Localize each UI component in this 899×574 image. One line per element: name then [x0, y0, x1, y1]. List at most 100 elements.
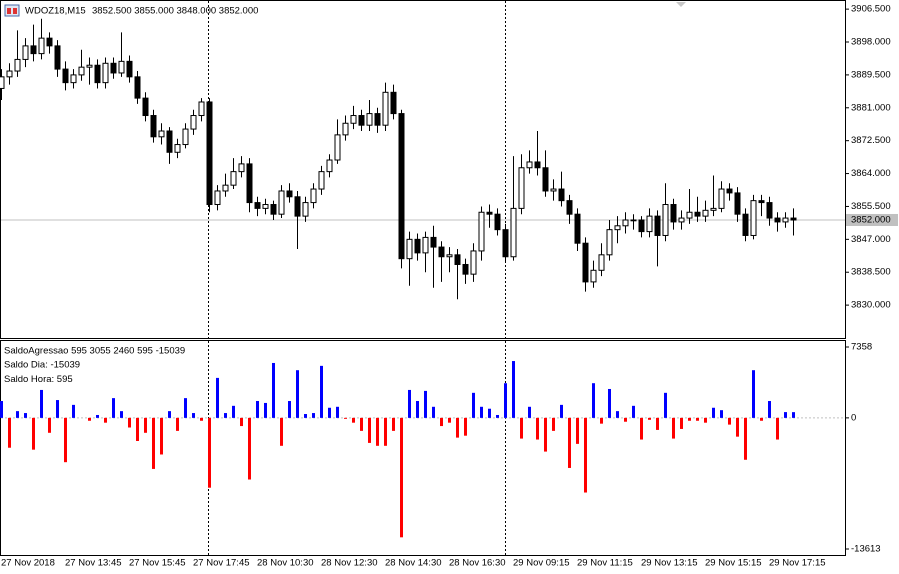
histogram-bar	[544, 417, 547, 452]
candle-body	[646, 215, 653, 233]
y-tick-label: 3906.500	[851, 4, 891, 15]
histogram-bar	[416, 401, 419, 418]
histogram-bar	[176, 417, 179, 431]
histogram-bar	[600, 417, 603, 424]
histogram-bar	[160, 417, 163, 455]
candle-body	[118, 60, 125, 74]
candle-body	[254, 202, 261, 209]
histogram-bar	[616, 411, 619, 418]
y-tick-label: 3864.000	[851, 168, 891, 179]
candle-body	[406, 238, 413, 260]
candle-body	[326, 159, 333, 173]
candle-body	[598, 254, 605, 271]
candle-body	[654, 215, 661, 236]
histogram-bar	[648, 417, 651, 420]
candle-body	[318, 171, 325, 190]
histogram-bar	[216, 377, 219, 418]
candle-body	[294, 196, 301, 217]
candle-body	[702, 209, 709, 217]
histogram-bar	[376, 417, 379, 446]
histogram-bar	[512, 361, 515, 418]
histogram-bar	[328, 407, 331, 418]
histogram-bar	[720, 410, 723, 418]
x-tick-label: 28 Nov 14:30	[385, 558, 442, 569]
candle-body	[718, 188, 725, 209]
histogram-bar	[232, 405, 235, 418]
y-tick-label: 3855.500	[851, 201, 891, 212]
histogram-bar	[288, 401, 291, 418]
histogram-bar	[368, 417, 371, 443]
histogram-bar	[528, 406, 531, 418]
histogram-bar	[480, 406, 483, 418]
candle-body	[750, 200, 757, 236]
candle-body	[766, 202, 773, 219]
histogram-bar	[24, 413, 27, 418]
candle-body	[30, 45, 37, 55]
icon-bar	[13, 8, 17, 14]
histogram-bar	[224, 413, 227, 418]
candle-body	[62, 68, 69, 84]
histogram-bar	[664, 392, 667, 418]
candle-body	[342, 122, 349, 136]
candle-body	[422, 236, 429, 254]
histogram-bar	[584, 417, 587, 493]
candle-body	[622, 219, 629, 227]
candle-body	[102, 62, 109, 84]
candle-body	[462, 263, 469, 275]
histogram-bar	[208, 417, 211, 488]
icon-frame	[4, 4, 20, 17]
histogram-bar	[256, 401, 259, 418]
histogram-bar	[0, 401, 3, 418]
last-price-box	[846, 213, 898, 226]
candle-body	[366, 113, 373, 126]
histogram-bar	[552, 417, 555, 431]
histogram-bar	[728, 417, 731, 425]
histogram-bar	[240, 417, 243, 427]
histogram-bar	[272, 362, 275, 418]
histogram-bar	[472, 392, 475, 418]
histogram-bar	[456, 417, 459, 438]
symbol-icon	[4, 4, 20, 17]
candle-body	[198, 101, 205, 117]
histogram-bar	[32, 417, 35, 450]
histogram-bar	[392, 417, 395, 431]
x-tick-label: 29 Nov 15:15	[705, 558, 762, 569]
candle-body	[158, 130, 165, 138]
candle-body	[558, 188, 565, 202]
x-tick-label: 28 Nov 16:30	[449, 558, 506, 569]
candle-body	[110, 62, 117, 74]
candle-body	[518, 167, 525, 209]
histogram-bar	[704, 417, 707, 423]
histogram-bar	[400, 417, 403, 538]
histogram-bar	[560, 404, 563, 418]
histogram-bar	[88, 417, 91, 421]
histogram-bar	[72, 404, 75, 418]
candle-body	[0, 76, 5, 89]
candle-body	[694, 211, 701, 217]
histogram-bar	[624, 417, 627, 422]
histogram-bar	[64, 417, 67, 463]
histogram-bar	[152, 417, 155, 469]
histogram-bar	[40, 389, 43, 418]
x-tick-label: 29 Nov 11:15	[577, 558, 633, 569]
histogram-bar	[696, 417, 699, 421]
candle-body	[454, 254, 461, 265]
y-tick-label: 3830.000	[851, 300, 891, 311]
candle-body	[670, 204, 677, 223]
candle-body	[534, 161, 541, 169]
candle-body	[38, 37, 45, 55]
candle-body	[78, 66, 85, 76]
x-tick-label: 29 Nov 09:15	[513, 558, 570, 569]
price-panel	[0, 0, 846, 339]
candle-body	[310, 188, 317, 204]
x-tick-label: 27 Nov 17:45	[193, 558, 250, 569]
candle-body	[222, 184, 229, 192]
candle-body	[430, 236, 437, 248]
candle-body	[438, 246, 445, 258]
histogram-bar	[352, 417, 355, 423]
candle-body	[86, 64, 93, 68]
histogram-bar	[448, 417, 451, 423]
histogram-bar	[360, 417, 363, 431]
candle-body	[214, 190, 221, 206]
candle-body	[54, 45, 61, 70]
